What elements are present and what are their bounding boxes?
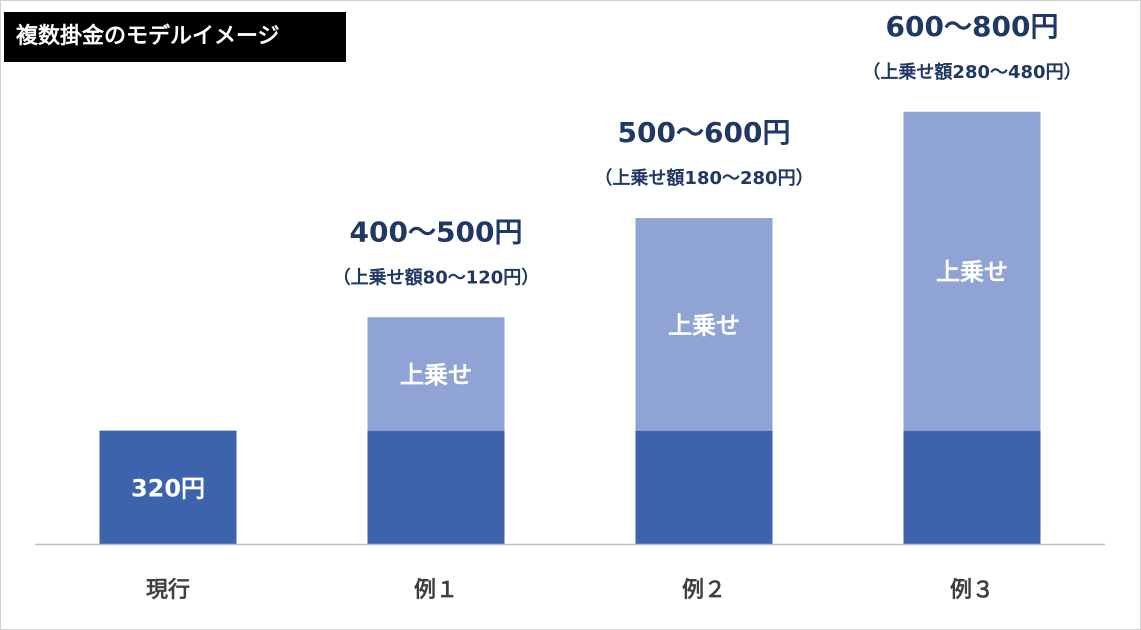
- bar-total-label: 600～800円: [886, 10, 1059, 43]
- segment-label: 320円: [131, 474, 205, 502]
- bar-segment-markup: [635, 218, 773, 431]
- bar-markup-label: （上乗せ額80～120円）: [333, 266, 540, 288]
- bar-total-label: 400～500円: [350, 215, 523, 248]
- bar-segment-base: [635, 430, 773, 544]
- bar-total-label: 500～600円: [618, 116, 791, 149]
- segment-label: 上乗せ: [400, 361, 472, 389]
- bar-segment-markup: [903, 111, 1041, 431]
- bar-markup-label: （上乗せ額180～280円）: [594, 167, 813, 189]
- category-label: 現行: [146, 577, 190, 603]
- bar-segment-base: [99, 430, 237, 544]
- segment-label: 上乗せ: [936, 258, 1008, 286]
- segment-label: 上乗せ: [668, 311, 740, 339]
- bar-segment-base: [367, 430, 505, 544]
- chart-title: 複数掛金のモデルイメージ: [4, 12, 346, 62]
- bar-markup-label: （上乗せ額280～480円）: [862, 61, 1081, 83]
- category-label: 例３: [950, 578, 994, 603]
- bar-segment-markup: [367, 317, 505, 431]
- category-label: 例１: [414, 578, 458, 603]
- bar-segment-base: [903, 430, 1041, 544]
- category-label: 例２: [682, 578, 726, 603]
